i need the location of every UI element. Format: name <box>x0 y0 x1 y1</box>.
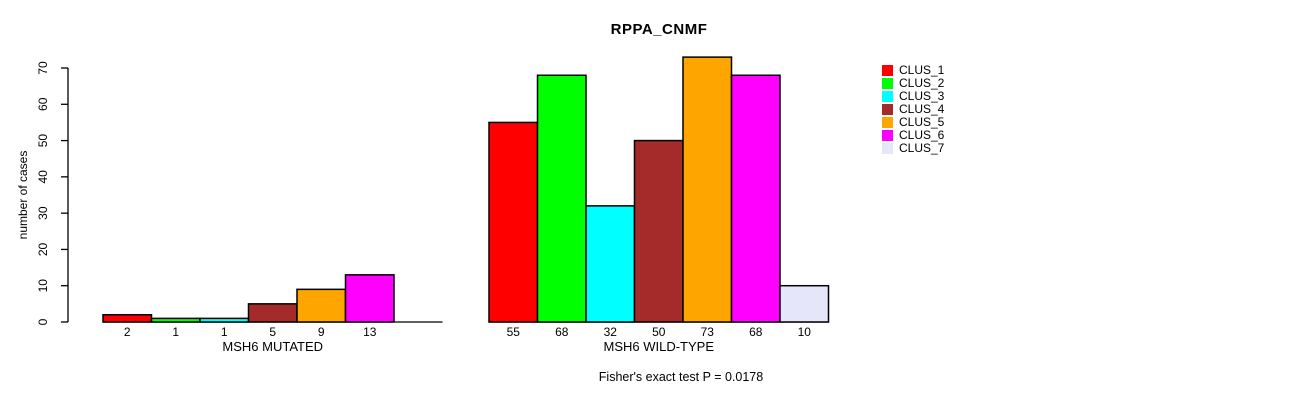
legend-swatch <box>882 143 893 154</box>
bar-CLUS_3 <box>585 205 636 323</box>
bar-CLUS_5 <box>682 56 733 323</box>
legend-label: CLUS_3 <box>899 89 945 103</box>
bar-value-label: 10 <box>798 325 812 339</box>
bar-value-label: 55 <box>507 325 521 339</box>
bar-value-label: 13 <box>363 325 377 339</box>
y-tick-label: 0 <box>36 318 50 325</box>
legend-item: CLUS_2 <box>882 77 944 90</box>
y-tick-label: 60 <box>36 97 50 111</box>
bar-value-label: 5 <box>269 325 276 339</box>
legend-item: CLUS_4 <box>882 103 944 116</box>
y-tick-label: 40 <box>36 170 50 184</box>
bar-value-label: 1 <box>221 325 228 339</box>
group-label: MSH6 MUTATED <box>222 339 323 354</box>
chart-title: RPPA_CNMF <box>610 21 708 38</box>
bar-CLUS_4 <box>633 139 684 323</box>
bar-value-label: 1 <box>172 325 179 339</box>
legend-item: CLUS_1 <box>882 64 944 77</box>
group-label: MSH6 WILD-TYPE <box>603 339 714 354</box>
bar-CLUS_6 <box>730 74 781 323</box>
bar-value-label: 73 <box>701 325 715 339</box>
y-axis-label: number of cases <box>16 151 30 240</box>
bar-value-label: 50 <box>652 325 666 339</box>
bar-CLUS_4 <box>247 303 298 323</box>
legend-swatch <box>882 91 893 102</box>
y-tick-label: 20 <box>36 242 50 256</box>
legend-swatch <box>882 117 893 128</box>
bar-CLUS_6 <box>344 274 395 323</box>
y-tick-label: 50 <box>36 134 50 148</box>
legend-swatch <box>882 104 893 115</box>
bar-CLUS_7 <box>779 284 830 323</box>
legend-label: CLUS_6 <box>899 128 945 142</box>
y-tick-label: 10 <box>36 279 50 293</box>
legend-label: CLUS_2 <box>899 76 945 90</box>
bar-CLUS_2 <box>150 317 201 323</box>
legend-label: CLUS_4 <box>899 102 945 116</box>
legend-item: CLUS_3 <box>882 90 944 103</box>
bar-CLUS_5 <box>296 288 347 323</box>
bar-value-label: 68 <box>749 325 763 339</box>
legend: CLUS_1 CLUS_2 CLUS_3 CLUS_4 CLUS_5 CLUS_6 CLUS… <box>882 64 944 155</box>
fisher-test-annotation: Fisher's exact test P = 0.0178 <box>598 370 764 384</box>
legend-swatch <box>882 65 893 76</box>
legend-label: CLUS_5 <box>899 115 945 129</box>
bar-CLUS_1 <box>488 121 539 323</box>
bar-value-label: 9 <box>318 325 325 339</box>
bar-value-label: 68 <box>555 325 569 339</box>
bar-CLUS_1 <box>102 313 153 323</box>
y-tick-label: 30 <box>36 206 50 220</box>
legend-label: CLUS_1 <box>899 63 945 77</box>
bar-value-label: 32 <box>604 325 618 339</box>
legend-item: CLUS_6 <box>882 129 944 142</box>
legend-swatch <box>882 78 893 89</box>
bar-CLUS_3 <box>199 317 250 323</box>
legend-label: CLUS_7 <box>899 141 945 155</box>
legend-item: CLUS_7 <box>882 142 944 155</box>
y-tick-label: 70 <box>36 61 50 75</box>
bar-CLUS_2 <box>536 74 587 323</box>
legend-swatch <box>882 130 893 141</box>
legend-item: CLUS_5 <box>882 116 944 129</box>
bar-value-label: 2 <box>124 325 131 339</box>
